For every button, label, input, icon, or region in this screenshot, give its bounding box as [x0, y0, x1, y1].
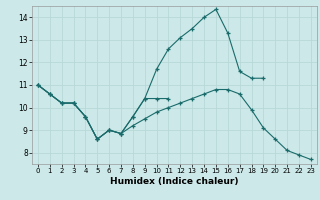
X-axis label: Humidex (Indice chaleur): Humidex (Indice chaleur) [110, 177, 239, 186]
